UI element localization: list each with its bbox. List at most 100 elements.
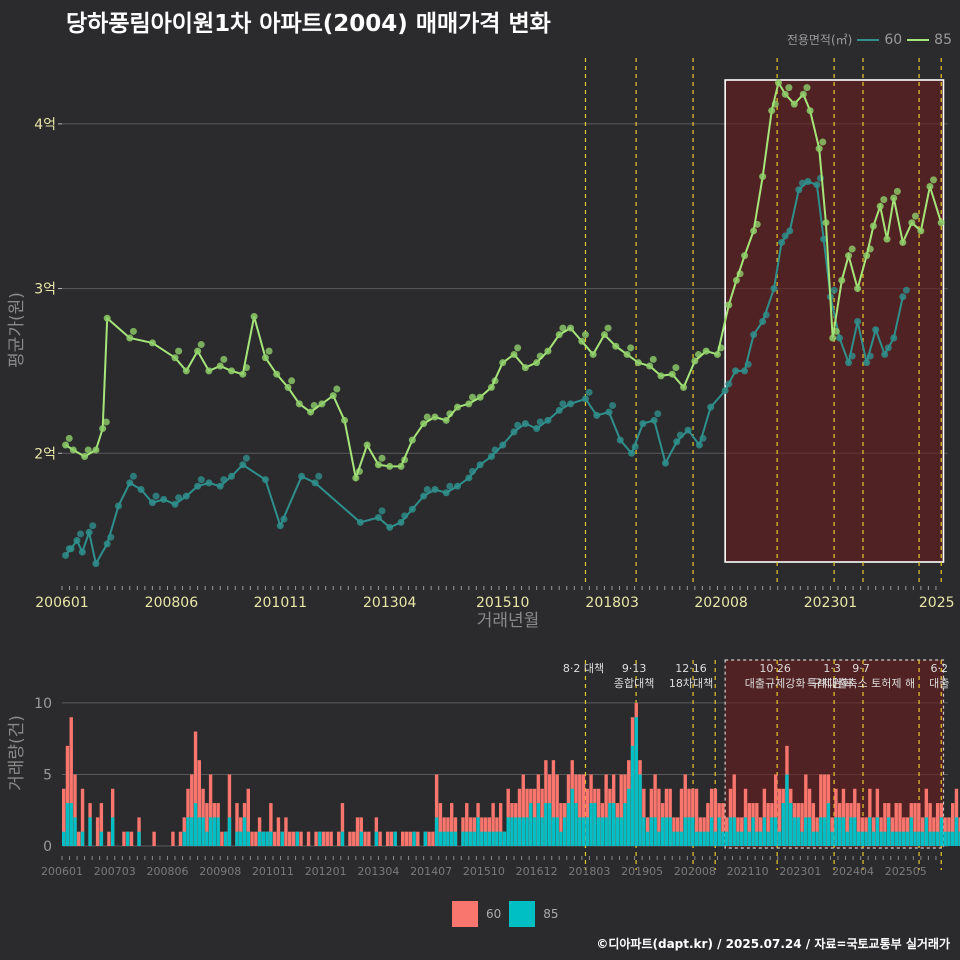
vol-bar-60 [450, 803, 454, 846]
series-60-point [845, 359, 853, 367]
series-85-point [250, 313, 258, 321]
series-60-point [194, 482, 202, 490]
series-60-point [804, 178, 812, 186]
x-tick-label: 200601 [35, 595, 88, 611]
series-60-point [899, 293, 907, 301]
vol-bar-85 [461, 831, 465, 846]
vol-bar-60 [491, 803, 495, 846]
vol-bar-85 [886, 817, 891, 846]
x-tick-label: 201510 [476, 595, 529, 611]
policy-annotation: 8·2 대책 [563, 662, 604, 675]
vol-bar-85 [450, 831, 454, 846]
vol-bar-85 [732, 817, 736, 846]
vol-bar-60 [65, 745, 70, 846]
series-85-point [578, 337, 586, 345]
policy-annotation: 18차대책 [669, 677, 713, 690]
vol-bar-85 [446, 831, 450, 846]
vol-bar-85 [393, 831, 397, 846]
series-60-point [593, 411, 601, 419]
series-60-point [863, 359, 871, 367]
vol-bar-85 [954, 817, 959, 846]
vol-bar-85 [574, 803, 578, 846]
vol-bar-60 [329, 831, 333, 846]
series-85-point [646, 362, 654, 370]
vol-bar-85 [65, 803, 70, 846]
series-60-point [830, 286, 838, 294]
series-85-point [672, 364, 680, 372]
vol-bar-85 [691, 817, 695, 846]
vol-bar-85 [676, 831, 680, 846]
series-60-point [695, 441, 703, 449]
series-85-point [84, 446, 92, 454]
vol-bar-85 [529, 803, 533, 846]
vol-bar-85 [242, 817, 247, 846]
series-60-point [89, 522, 97, 530]
policy-annotation: 종합대책 [614, 677, 654, 690]
legend-line-60 [857, 38, 880, 41]
vol-bar-60 [819, 774, 823, 846]
vol-bar-85 [235, 831, 239, 846]
series-85-point [352, 474, 360, 482]
series-60-point [465, 474, 473, 482]
vol-bar-60 [190, 774, 194, 846]
vol-y-tick-label: 5 [43, 767, 52, 783]
vol-bar-60 [99, 803, 104, 846]
vol-y-tick-label: 10 [34, 696, 52, 712]
vol-bar-85 [246, 831, 250, 846]
series-85-point [295, 400, 303, 408]
series-60-point [661, 459, 669, 467]
series-60-point [126, 479, 134, 487]
vol-x-tick-label: 202301 [779, 865, 821, 878]
series-60-point [555, 406, 563, 414]
vol-bar-85 [928, 831, 932, 846]
vol-bar-85 [664, 817, 669, 846]
vol-bar-85 [951, 831, 955, 846]
vol-bar-85 [853, 817, 857, 846]
series-60-point [454, 482, 462, 490]
vol-bar-60 [235, 803, 239, 846]
series-60-point [650, 416, 658, 424]
vol-bar-85 [239, 831, 243, 846]
vol-bar-85 [706, 831, 710, 846]
vol-bar-60 [254, 831, 258, 846]
vol-bar-60 [581, 774, 586, 846]
series-60-point [197, 476, 205, 484]
vol-bar-60 [559, 803, 563, 846]
legend-swatch-60 [452, 901, 478, 927]
vol-bar-85 [197, 817, 202, 846]
series-85-point [890, 194, 898, 202]
series-60-point [73, 537, 81, 545]
series-85-point [803, 84, 811, 92]
series-85-point [732, 276, 740, 284]
series-60-point [684, 426, 692, 434]
vol-bar-85 [796, 817, 800, 846]
vol-bar-60 [227, 774, 232, 846]
series-60-point [616, 436, 624, 444]
series-60-point [216, 482, 224, 490]
vol-x-tick-label: 201510 [463, 865, 505, 878]
series-85-point [420, 420, 428, 428]
series-85-point [205, 367, 213, 375]
series-60-point [639, 420, 647, 428]
vol-bar-85 [434, 817, 439, 846]
vol-bar-85 [894, 831, 898, 846]
vol-bar-85 [777, 831, 782, 846]
series-60-point [374, 513, 382, 521]
legend-line-85 [907, 38, 930, 41]
vol-bar-85 [137, 831, 141, 846]
vol-bar-60 [378, 831, 382, 846]
vol-bar-85 [860, 831, 864, 846]
vol-bar-60 [62, 788, 66, 846]
series-60-point [581, 395, 589, 403]
vol-bar-85 [495, 831, 499, 846]
series-60-point [315, 472, 323, 480]
series-85-point [521, 364, 529, 372]
series-85-point [930, 176, 938, 184]
series-60-point [103, 540, 111, 548]
vol-bar-85 [785, 774, 789, 846]
vol-bar-85 [532, 817, 537, 846]
legend-label-85: 85 [934, 31, 952, 48]
vol-bar-85 [815, 831, 819, 846]
series-60-point [795, 186, 803, 194]
series-85-point [649, 355, 657, 363]
